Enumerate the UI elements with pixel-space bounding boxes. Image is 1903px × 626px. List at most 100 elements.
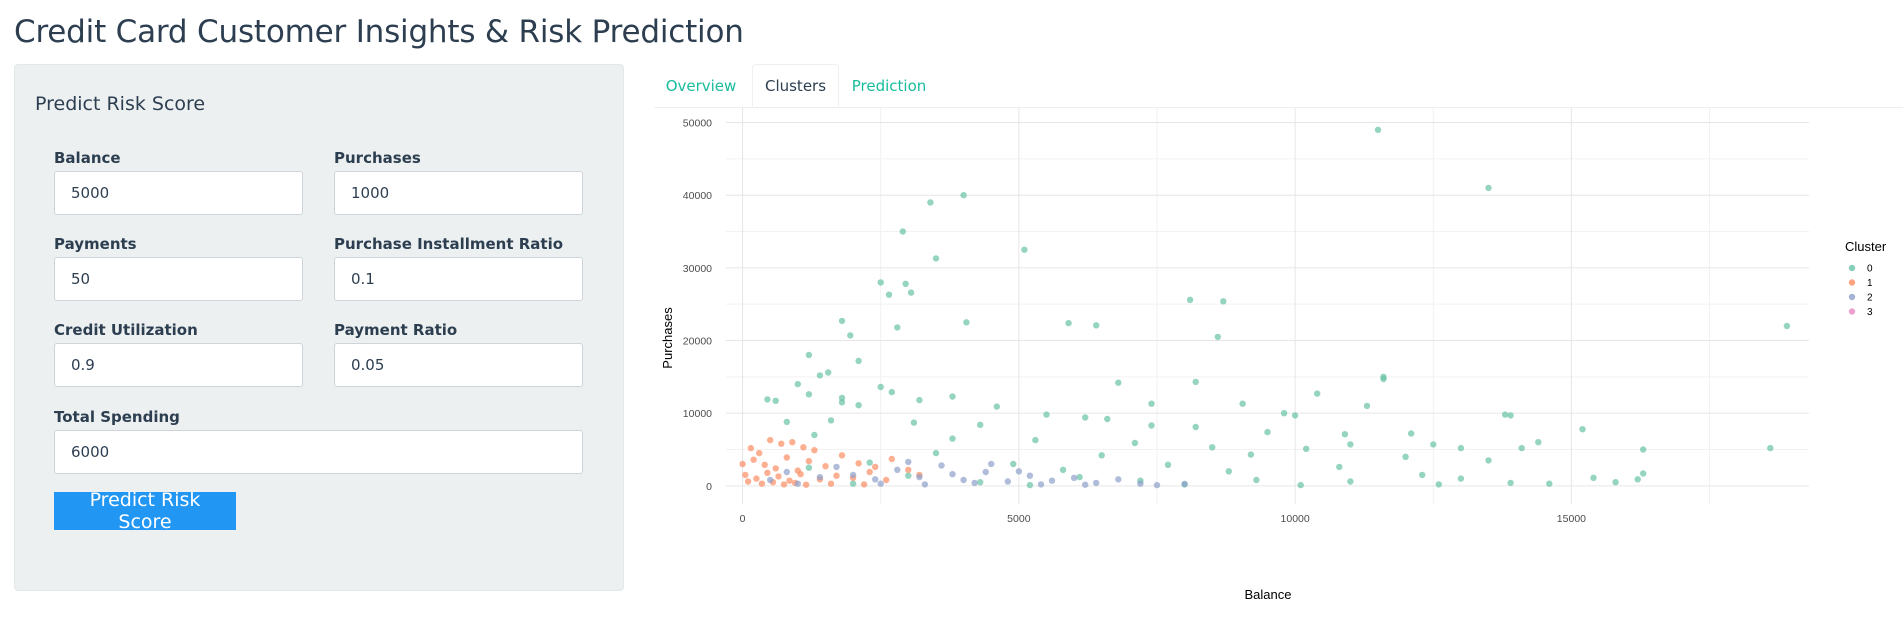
cluster-0-point [1065, 319, 1072, 327]
predict-risk-score-button[interactable]: Predict Risk Score [54, 489, 236, 533]
balance-label: Balance [54, 149, 121, 167]
installment-ratio-input[interactable]: 0.1 [334, 257, 583, 301]
cluster-0-point [805, 391, 813, 398]
cluster-0-point [1131, 439, 1139, 447]
cluster-0-point [847, 332, 854, 339]
cluster-1-point [761, 461, 768, 468]
cluster-0-point [877, 383, 884, 391]
cluster-1-point [811, 447, 818, 454]
payment-ratio-label: Payment Ratio [334, 321, 458, 339]
credit-utilization-input[interactable]: 0.9 [54, 343, 303, 387]
y-tick-label: 30000 [683, 263, 712, 275]
tab-prediction[interactable]: Prediction [851, 76, 927, 95]
cluster-1-point [855, 460, 862, 467]
balance-input[interactable]: 5000 [54, 171, 303, 215]
cluster-0-point [838, 317, 846, 325]
cluster-0-point [1026, 481, 1034, 489]
cluster-0-point [764, 396, 771, 403]
installment-ratio-label: Purchase Installment Ratio [334, 235, 564, 253]
cluster-1-point [800, 444, 807, 451]
cluster-0-point [1640, 470, 1647, 477]
cluster-2-point [1181, 480, 1188, 488]
cluster-0-point [907, 289, 915, 296]
cluster-0-point [849, 480, 857, 487]
cluster-0-point [1546, 480, 1553, 487]
cluster-0-point [885, 291, 893, 298]
cluster-2-point [921, 481, 929, 488]
cluster-1-point [747, 444, 755, 452]
cluster-0-point [1192, 423, 1199, 431]
cluster-1-point [905, 466, 912, 473]
cluster-0-point [1264, 428, 1271, 436]
cluster-0-point [1314, 390, 1321, 397]
cluster-0-point [1501, 411, 1509, 418]
payments-input[interactable]: 50 [54, 257, 303, 301]
cluster-0-point [960, 192, 967, 199]
cluster-0-point [1419, 471, 1426, 479]
cluster-2-point [783, 468, 790, 476]
cluster-0-point [1408, 430, 1415, 437]
cluster-2-point [872, 476, 879, 483]
cluster-0-point [1209, 444, 1216, 451]
cluster-2-point [1082, 481, 1089, 488]
cluster-1-point [833, 472, 840, 479]
purchases-input[interactable]: 1000 [334, 171, 583, 215]
cluster-0-point [1336, 463, 1343, 471]
cluster-1-point [866, 468, 873, 476]
cluster-2-point [894, 466, 901, 473]
cluster-1-point [744, 478, 752, 485]
cluster-0-point [1402, 453, 1409, 460]
cluster-0-point [838, 394, 846, 402]
installment-ratio-field: Purchase Installment Ratio 0.1 [334, 235, 583, 301]
cluster-0-point [1612, 479, 1619, 486]
cluster-0-point [927, 199, 934, 206]
total-spending-input[interactable]: 6000 [54, 430, 583, 474]
cluster-0-point [1032, 436, 1039, 444]
cluster-0-point [1783, 322, 1791, 330]
cluster-0-point [1507, 412, 1514, 419]
legend-key-3 [1848, 308, 1856, 315]
cluster-0-point [1291, 412, 1299, 419]
sidebar-title: Predict Risk Score [35, 93, 206, 115]
cluster-0-point [1186, 296, 1194, 303]
cluster-2-point [1115, 476, 1122, 483]
cluster-0-point [949, 393, 956, 400]
cluster-1-point [802, 481, 810, 488]
cluster-0-point [1148, 422, 1155, 429]
cluster-2-point [938, 462, 945, 469]
cluster-1-point [872, 463, 879, 471]
legend-title: Cluster [1845, 239, 1887, 254]
total-spending-label: Total Spending [54, 408, 180, 426]
cluster-0-point [794, 380, 801, 388]
cluster-0-point [855, 402, 862, 409]
cluster-1-point [756, 449, 763, 457]
cluster-0-point [1457, 444, 1465, 452]
cluster-0-point [1021, 246, 1028, 253]
predict-sidebar-panel: Predict Risk Score Balance 5000 Purchase… [14, 64, 624, 591]
cluster-0-point [977, 421, 984, 428]
cluster-0-point [1104, 415, 1111, 423]
cluster-0-point [855, 357, 862, 365]
cluster-0-point [916, 396, 923, 404]
cluster-0-point [1115, 379, 1122, 386]
cluster-1-point [789, 439, 796, 446]
cluster-1-point [805, 457, 813, 465]
tab-clusters[interactable]: Clusters [752, 64, 839, 107]
y-axis-label: Purchases [660, 307, 675, 369]
cluster-0-point [932, 255, 940, 262]
cluster-0-point [905, 472, 912, 479]
cluster-0-point [1590, 474, 1597, 481]
cluster-1-point [778, 440, 785, 447]
tab-overview[interactable]: Overview [665, 76, 737, 95]
cluster-0-point [993, 403, 1000, 410]
cluster-0-point [1767, 444, 1774, 452]
cluster-1-point [753, 475, 760, 482]
cluster-2-point [971, 479, 978, 487]
cluster-1-point [775, 473, 782, 480]
y-tick-label: 40000 [683, 190, 712, 202]
payment-ratio-input[interactable]: 0.05 [334, 343, 583, 387]
cluster-0-point [1164, 461, 1172, 468]
cluster-0-point [1220, 298, 1227, 305]
cluster-0-point [805, 464, 813, 471]
cluster-1-point [764, 469, 771, 476]
